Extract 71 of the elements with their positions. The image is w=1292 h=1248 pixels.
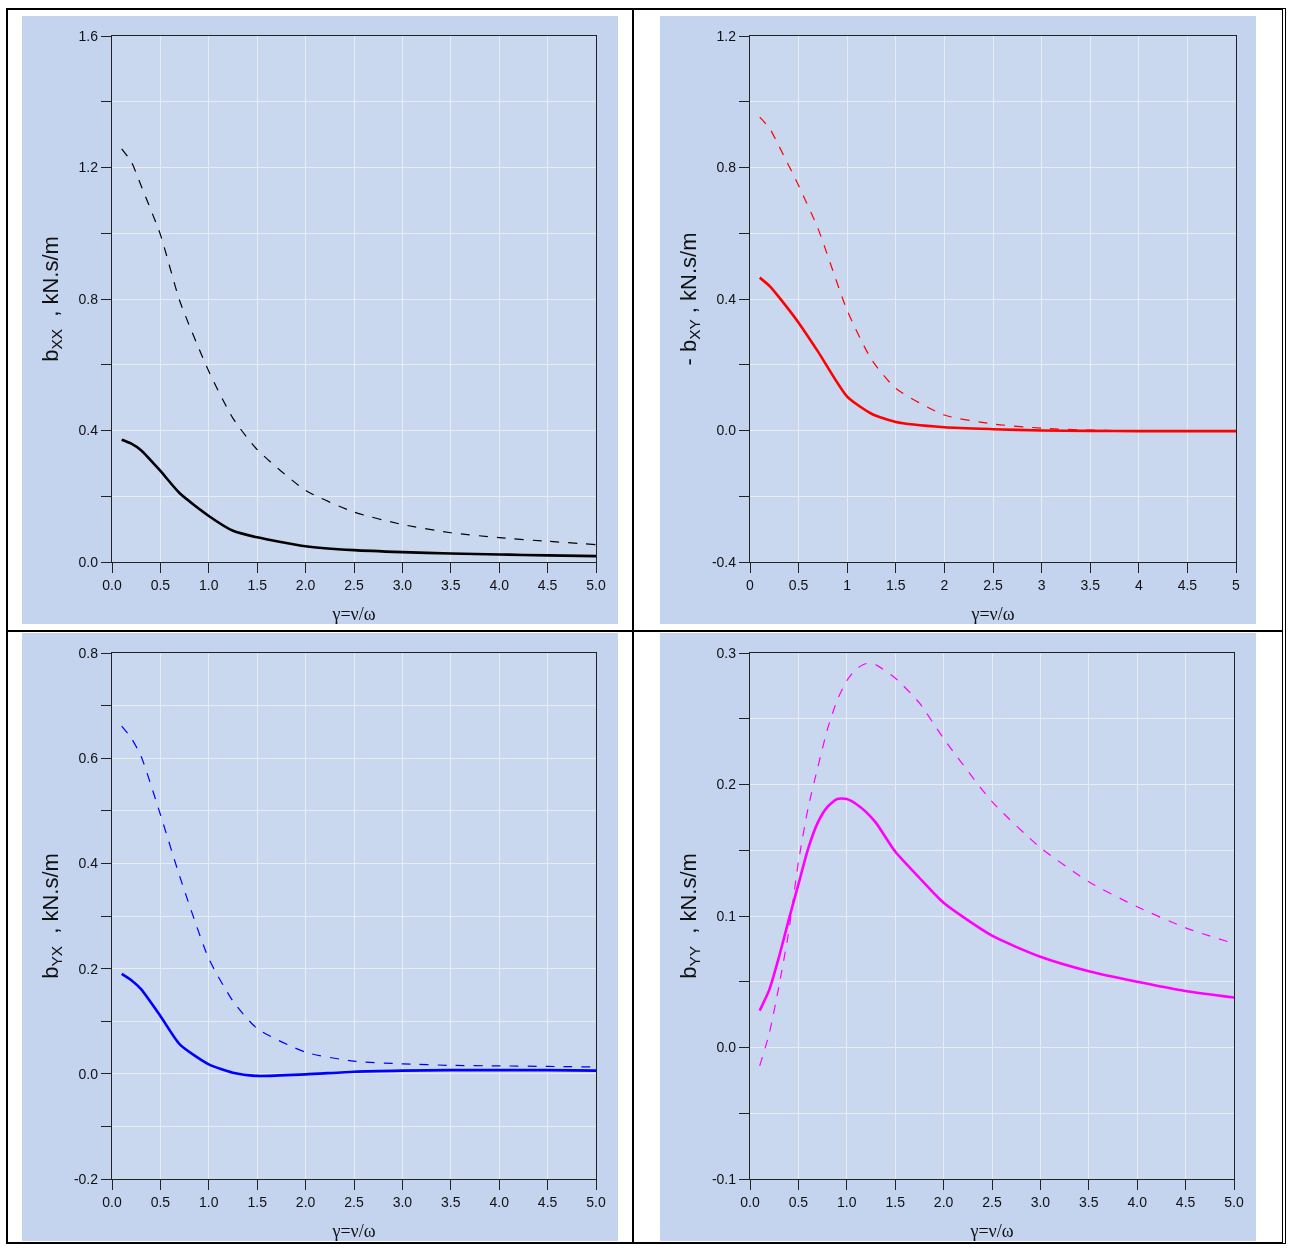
x-tick-label: 4 bbox=[1134, 577, 1143, 593]
y-tick-label: 0.8 bbox=[716, 159, 737, 176]
line-series bbox=[121, 148, 596, 546]
x-axis-title: γ=ν/ω bbox=[969, 1221, 1014, 1241]
y-tick-label: 0.2 bbox=[78, 960, 99, 977]
line-series bbox=[120, 438, 596, 558]
y-tick-label: 0.0 bbox=[78, 553, 99, 570]
y-tick-label: 0.8 bbox=[78, 644, 99, 661]
x-tick-label: 4.0 bbox=[489, 577, 510, 593]
x-tick-label: 0.0 bbox=[102, 577, 122, 593]
y-tick-label: 0.0 bbox=[716, 1039, 737, 1056]
x-tick-label: 1.0 bbox=[199, 1194, 219, 1210]
x-tick-label: 0.5 bbox=[150, 577, 171, 593]
x-tick-label: 4.0 bbox=[1127, 1194, 1148, 1210]
y-tick-label: 1.2 bbox=[78, 159, 99, 176]
x-tick-label: 1.5 bbox=[247, 1194, 268, 1210]
x-tick-label: 1 bbox=[843, 577, 852, 593]
y-tick-label: 0.3 bbox=[716, 644, 737, 661]
x-tick-label: 3.0 bbox=[1030, 1194, 1051, 1210]
x-tick-label: 5.0 bbox=[586, 1194, 606, 1210]
x-tick-label: 3.5 bbox=[441, 577, 461, 593]
x-tick-label: 5.0 bbox=[586, 577, 606, 593]
x-tick-label: 5 bbox=[1232, 577, 1241, 593]
x-tick-label: 3.5 bbox=[1080, 577, 1101, 593]
x-tick-label: 3 bbox=[1037, 577, 1046, 593]
y-tick-label: 0.8 bbox=[78, 290, 99, 307]
x-tick-label: 0 bbox=[746, 577, 755, 593]
x-tick-label: 1.5 bbox=[885, 1194, 906, 1210]
x-tick-label: 0.5 bbox=[150, 1194, 171, 1210]
x-tick-label: 3.0 bbox=[392, 1194, 413, 1210]
x-tick-label: 0.5 bbox=[788, 1194, 809, 1210]
y-tick-label: 0.4 bbox=[78, 855, 99, 872]
x-tick-label: 4.5 bbox=[1175, 1194, 1196, 1210]
x-tick-label: 3.5 bbox=[441, 1194, 461, 1210]
x-tick-label: 2.0 bbox=[933, 1194, 954, 1210]
x-tick-label: 3.0 bbox=[392, 577, 413, 593]
y-tick-label: 0.4 bbox=[78, 422, 99, 439]
x-tick-label: 4.5 bbox=[537, 1194, 558, 1210]
x-axis-title: γ=ν/ω bbox=[970, 604, 1015, 624]
y-tick-label: 0.6 bbox=[78, 750, 99, 767]
y-tick-label: 0.0 bbox=[716, 422, 737, 439]
x-tick-label: 2 bbox=[940, 577, 949, 593]
y-tick-label: -0.4 bbox=[711, 553, 737, 570]
x-tick-label: 2.5 bbox=[344, 577, 364, 593]
y-tick-label: 0.1 bbox=[716, 907, 737, 924]
x-tick-label: 2.5 bbox=[983, 577, 1003, 593]
x-tick-label: 1.0 bbox=[837, 1194, 857, 1210]
x-tick-label: 1.5 bbox=[247, 577, 268, 593]
x-tick-label: 5.0 bbox=[1224, 1194, 1244, 1210]
x-tick-label: 4.5 bbox=[1177, 577, 1198, 593]
x-axis-title: γ=ν/ω bbox=[331, 1221, 376, 1241]
y-tick-label: -0.2 bbox=[73, 1170, 99, 1187]
y-tick-label: 1.2 bbox=[716, 27, 737, 44]
x-tick-label: 4.5 bbox=[537, 577, 558, 593]
y-tick-label: 0.0 bbox=[78, 1065, 99, 1082]
x-tick-label: 1.5 bbox=[886, 577, 906, 593]
x-tick-label: 2.5 bbox=[982, 1194, 1002, 1210]
x-tick-label: 2.5 bbox=[344, 1194, 364, 1210]
y-tick-label: -0.1 bbox=[711, 1170, 737, 1187]
x-tick-label: 0.0 bbox=[740, 1194, 760, 1210]
y-tick-label: 0.2 bbox=[716, 776, 737, 793]
x-tick-label: 4.0 bbox=[489, 1194, 510, 1210]
x-tick-label: 2.0 bbox=[295, 577, 316, 593]
y-tick-label: 1.6 bbox=[78, 27, 99, 44]
y-tick-label: 0.4 bbox=[716, 290, 737, 307]
x-tick-label: 3.5 bbox=[1079, 1194, 1099, 1210]
x-tick-label: 0.5 bbox=[788, 577, 809, 593]
x-tick-label: 1.0 bbox=[199, 577, 219, 593]
x-tick-label: 2.0 bbox=[295, 1194, 316, 1210]
x-axis-title: γ=ν/ω bbox=[331, 604, 376, 624]
x-tick-label: 0.0 bbox=[102, 1194, 122, 1210]
